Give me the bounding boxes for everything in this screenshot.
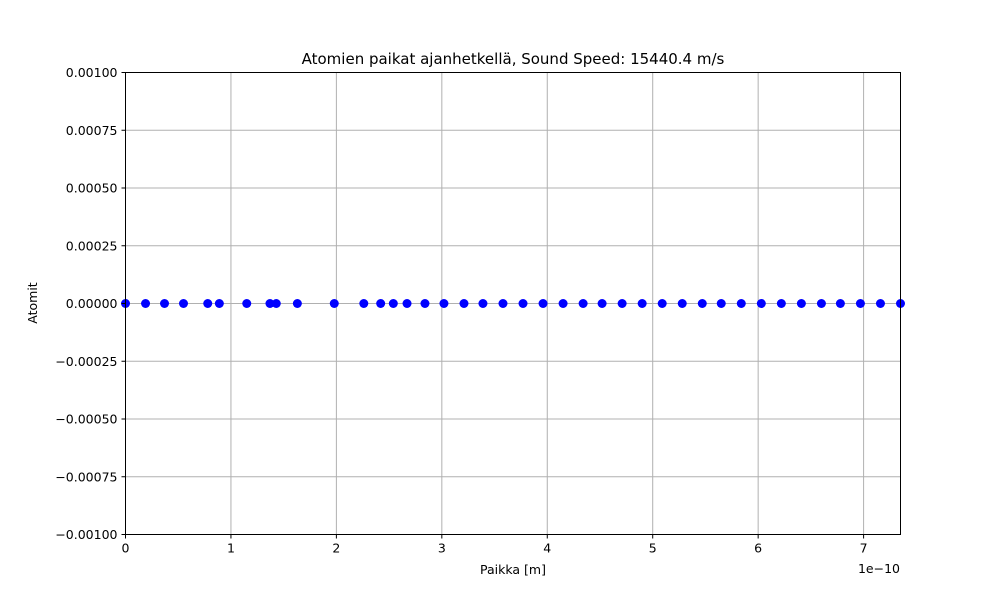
x-tick-label: 3	[438, 541, 446, 556]
data-point	[796, 299, 806, 308]
data-point	[271, 299, 281, 308]
data-point	[402, 299, 412, 308]
data-point	[498, 299, 508, 308]
data-points	[121, 299, 905, 308]
data-point	[538, 299, 548, 308]
data-point	[776, 299, 786, 308]
data-point	[558, 299, 568, 308]
x-axis-offset-text: 1e−10	[858, 561, 900, 576]
data-point	[203, 299, 213, 308]
chart-title: Atomien paikat ajanhetkellä, Sound Speed…	[302, 50, 725, 68]
data-point	[160, 299, 170, 308]
data-point	[697, 299, 707, 308]
data-point	[637, 299, 647, 308]
data-point	[459, 299, 469, 308]
x-tick-label: 5	[649, 541, 657, 556]
data-point	[420, 299, 430, 308]
data-point	[855, 299, 865, 308]
y-tick-label: −0.00025	[55, 354, 117, 369]
data-point	[578, 299, 588, 308]
data-point	[716, 299, 726, 308]
data-point	[439, 299, 449, 308]
y-tick-label: 0.00075	[66, 123, 118, 138]
data-point	[518, 299, 528, 308]
data-point	[835, 299, 845, 308]
data-point	[875, 299, 885, 308]
x-tick-label: 6	[754, 541, 762, 556]
x-tick-label: 7	[860, 541, 868, 556]
data-point	[657, 299, 667, 308]
x-tick-label: 2	[332, 541, 340, 556]
y-tick-label: 0.00100	[66, 65, 118, 80]
data-point	[376, 299, 386, 308]
y-tick-label: −0.00050	[55, 412, 117, 427]
data-point	[388, 299, 398, 308]
data-point	[214, 299, 224, 308]
data-point	[617, 299, 627, 308]
y-tick-label: 0.00050	[66, 181, 118, 196]
data-point	[756, 299, 766, 308]
data-point	[359, 299, 369, 308]
x-tick-label: 1	[227, 541, 235, 556]
x-tick-label: 4	[543, 541, 551, 556]
y-tick-label: 0.00000	[66, 296, 118, 311]
y-tick-label: −0.00075	[55, 469, 117, 484]
data-point	[141, 299, 151, 308]
data-point	[292, 299, 302, 308]
axis-ticks: 0 1 2 3 4 5 6 7 −0.00100 −0.00075 −0.00050 −0.00025…	[55, 65, 867, 556]
data-point	[478, 299, 488, 308]
data-point	[816, 299, 826, 308]
data-point	[677, 299, 687, 308]
x-tick-label: 0	[122, 541, 130, 556]
data-point	[329, 299, 339, 308]
x-axis-label: Paikka [m]	[480, 562, 546, 577]
y-axis-label: Atomit	[25, 282, 40, 324]
y-tick-label: 0.00025	[66, 238, 118, 253]
data-point	[597, 299, 607, 308]
y-tick-label: −0.00100	[55, 527, 117, 542]
data-point	[178, 299, 188, 308]
data-point	[265, 299, 275, 308]
data-point	[242, 299, 252, 308]
data-point	[736, 299, 746, 308]
